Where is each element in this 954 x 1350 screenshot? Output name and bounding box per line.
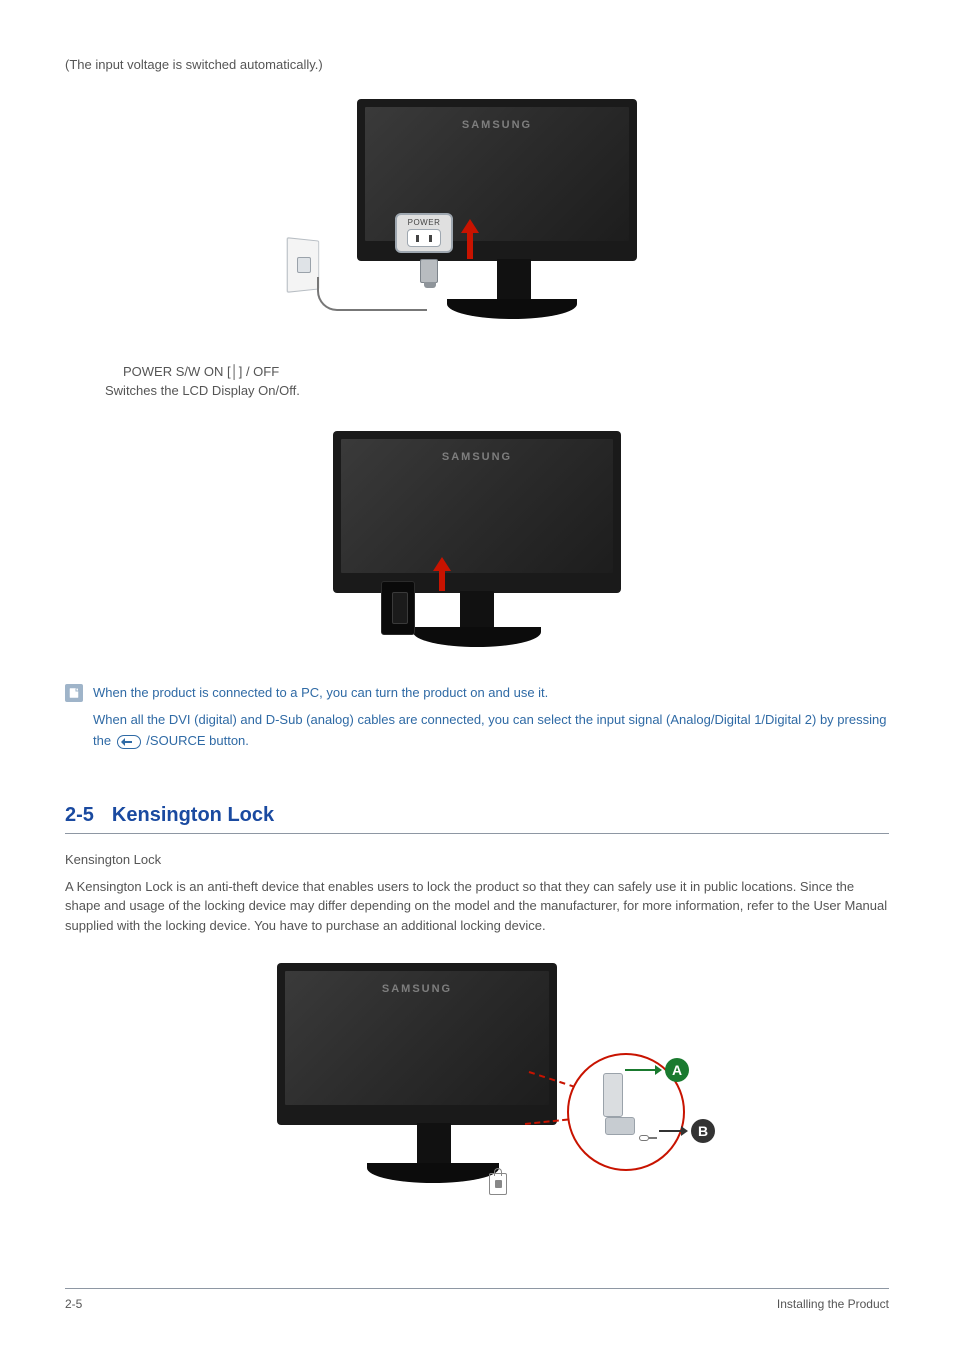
power-switch-toggle[interactable] <box>381 581 415 635</box>
note-line-1: When the product is connected to a PC, y… <box>93 682 889 703</box>
kensington-slot-icon <box>489 1173 507 1195</box>
power-port-label: POWER <box>395 213 453 253</box>
section-body: A Kensington Lock is an anti-theft devic… <box>65 877 889 936</box>
footer-section-title: Installing the Product <box>777 1297 889 1311</box>
top-note: (The input voltage is switched automatic… <box>65 55 889 75</box>
arrow-up-icon <box>433 557 451 591</box>
power-switch-desc: Switches the LCD Display On/Off. <box>105 381 889 401</box>
power-plug <box>420 259 438 283</box>
page-footer: 2-5 Installing the Product <box>65 1288 889 1311</box>
brand-logo: SAMSUNG <box>382 983 452 995</box>
source-icon <box>117 735 141 749</box>
arrow-up-icon <box>461 219 479 259</box>
figure-kensington: SAMSUNG <box>65 963 889 1238</box>
section-subhead: Kensington Lock <box>65 852 889 867</box>
figure-power-switch: SAMSUNG <box>65 431 889 654</box>
note-box: When the product is connected to a PC, y… <box>65 682 889 758</box>
section-heading: 2-5 Kensington Lock <box>65 804 889 834</box>
note-icon <box>65 684 83 702</box>
brand-logo: SAMSUNG <box>462 119 532 131</box>
brand-logo: SAMSUNG <box>442 451 512 463</box>
note-line-2: When all the DVI (digital) and D-Sub (an… <box>93 709 889 752</box>
power-switch-label: POWER S/W ON [│] / OFF <box>105 362 889 382</box>
section-title: Kensington Lock <box>112 804 274 826</box>
figure-power-cable: SAMSUNG POWER <box>65 99 889 334</box>
wall-outlet <box>287 239 321 291</box>
footer-page-ref: 2-5 <box>65 1297 82 1311</box>
section-number: 2-5 <box>65 804 94 826</box>
